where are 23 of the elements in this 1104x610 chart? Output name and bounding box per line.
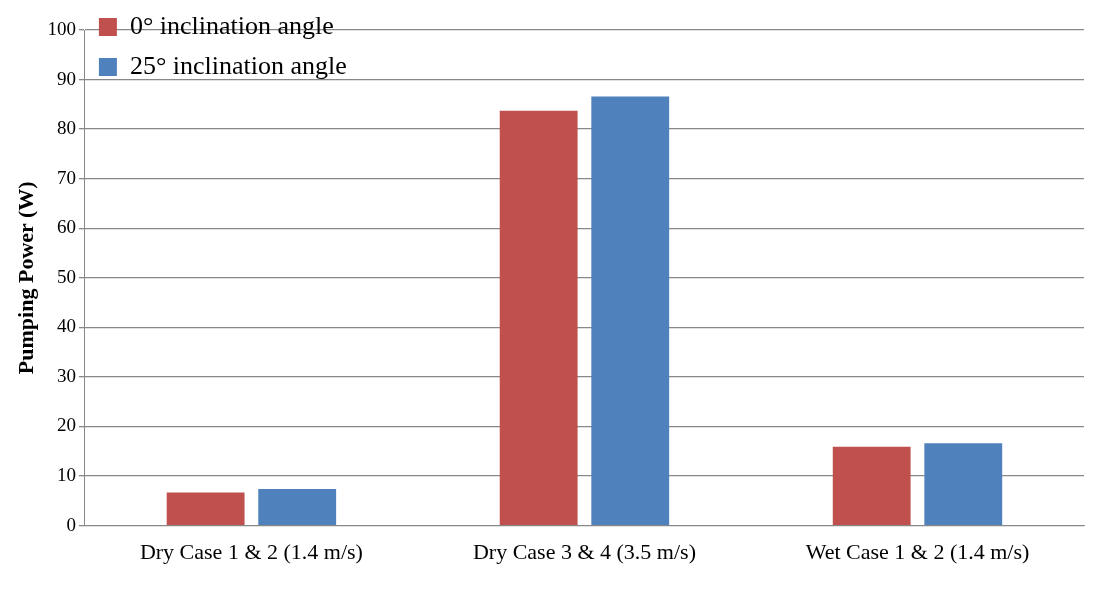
y-tick-label: 80	[56, 117, 76, 139]
y-tick-label: 90	[56, 67, 76, 89]
y-tick-label: 70	[56, 166, 76, 188]
legend-label: 25° inclination angle	[129, 50, 347, 80]
bar	[924, 443, 1003, 525]
bar	[166, 492, 245, 525]
x-tick-label: Dry Case 1 & 2 (1.4 m/s)	[139, 538, 363, 564]
y-tick-label: 60	[56, 216, 76, 238]
bar	[591, 96, 670, 525]
x-tick-label: Wet Case 1 & 2 (1.4 m/s)	[805, 538, 1030, 564]
x-tick-label: Dry Case 3 & 4 (3.5 m/s)	[472, 538, 696, 564]
legend-label: 0° inclination angle	[129, 10, 334, 40]
y-tick-label: 50	[56, 265, 76, 287]
bar	[258, 488, 337, 525]
y-tick-label: 40	[56, 315, 76, 337]
y-axis-title: Pumping Power (W)	[12, 181, 38, 375]
y-tick-label: 20	[56, 414, 76, 436]
bar	[499, 110, 578, 525]
y-tick-label: 30	[56, 364, 76, 386]
bar	[832, 446, 911, 525]
y-tick-label: 0	[66, 513, 76, 535]
y-tick-label: 100	[47, 17, 76, 39]
y-tick-label: 10	[56, 464, 76, 486]
